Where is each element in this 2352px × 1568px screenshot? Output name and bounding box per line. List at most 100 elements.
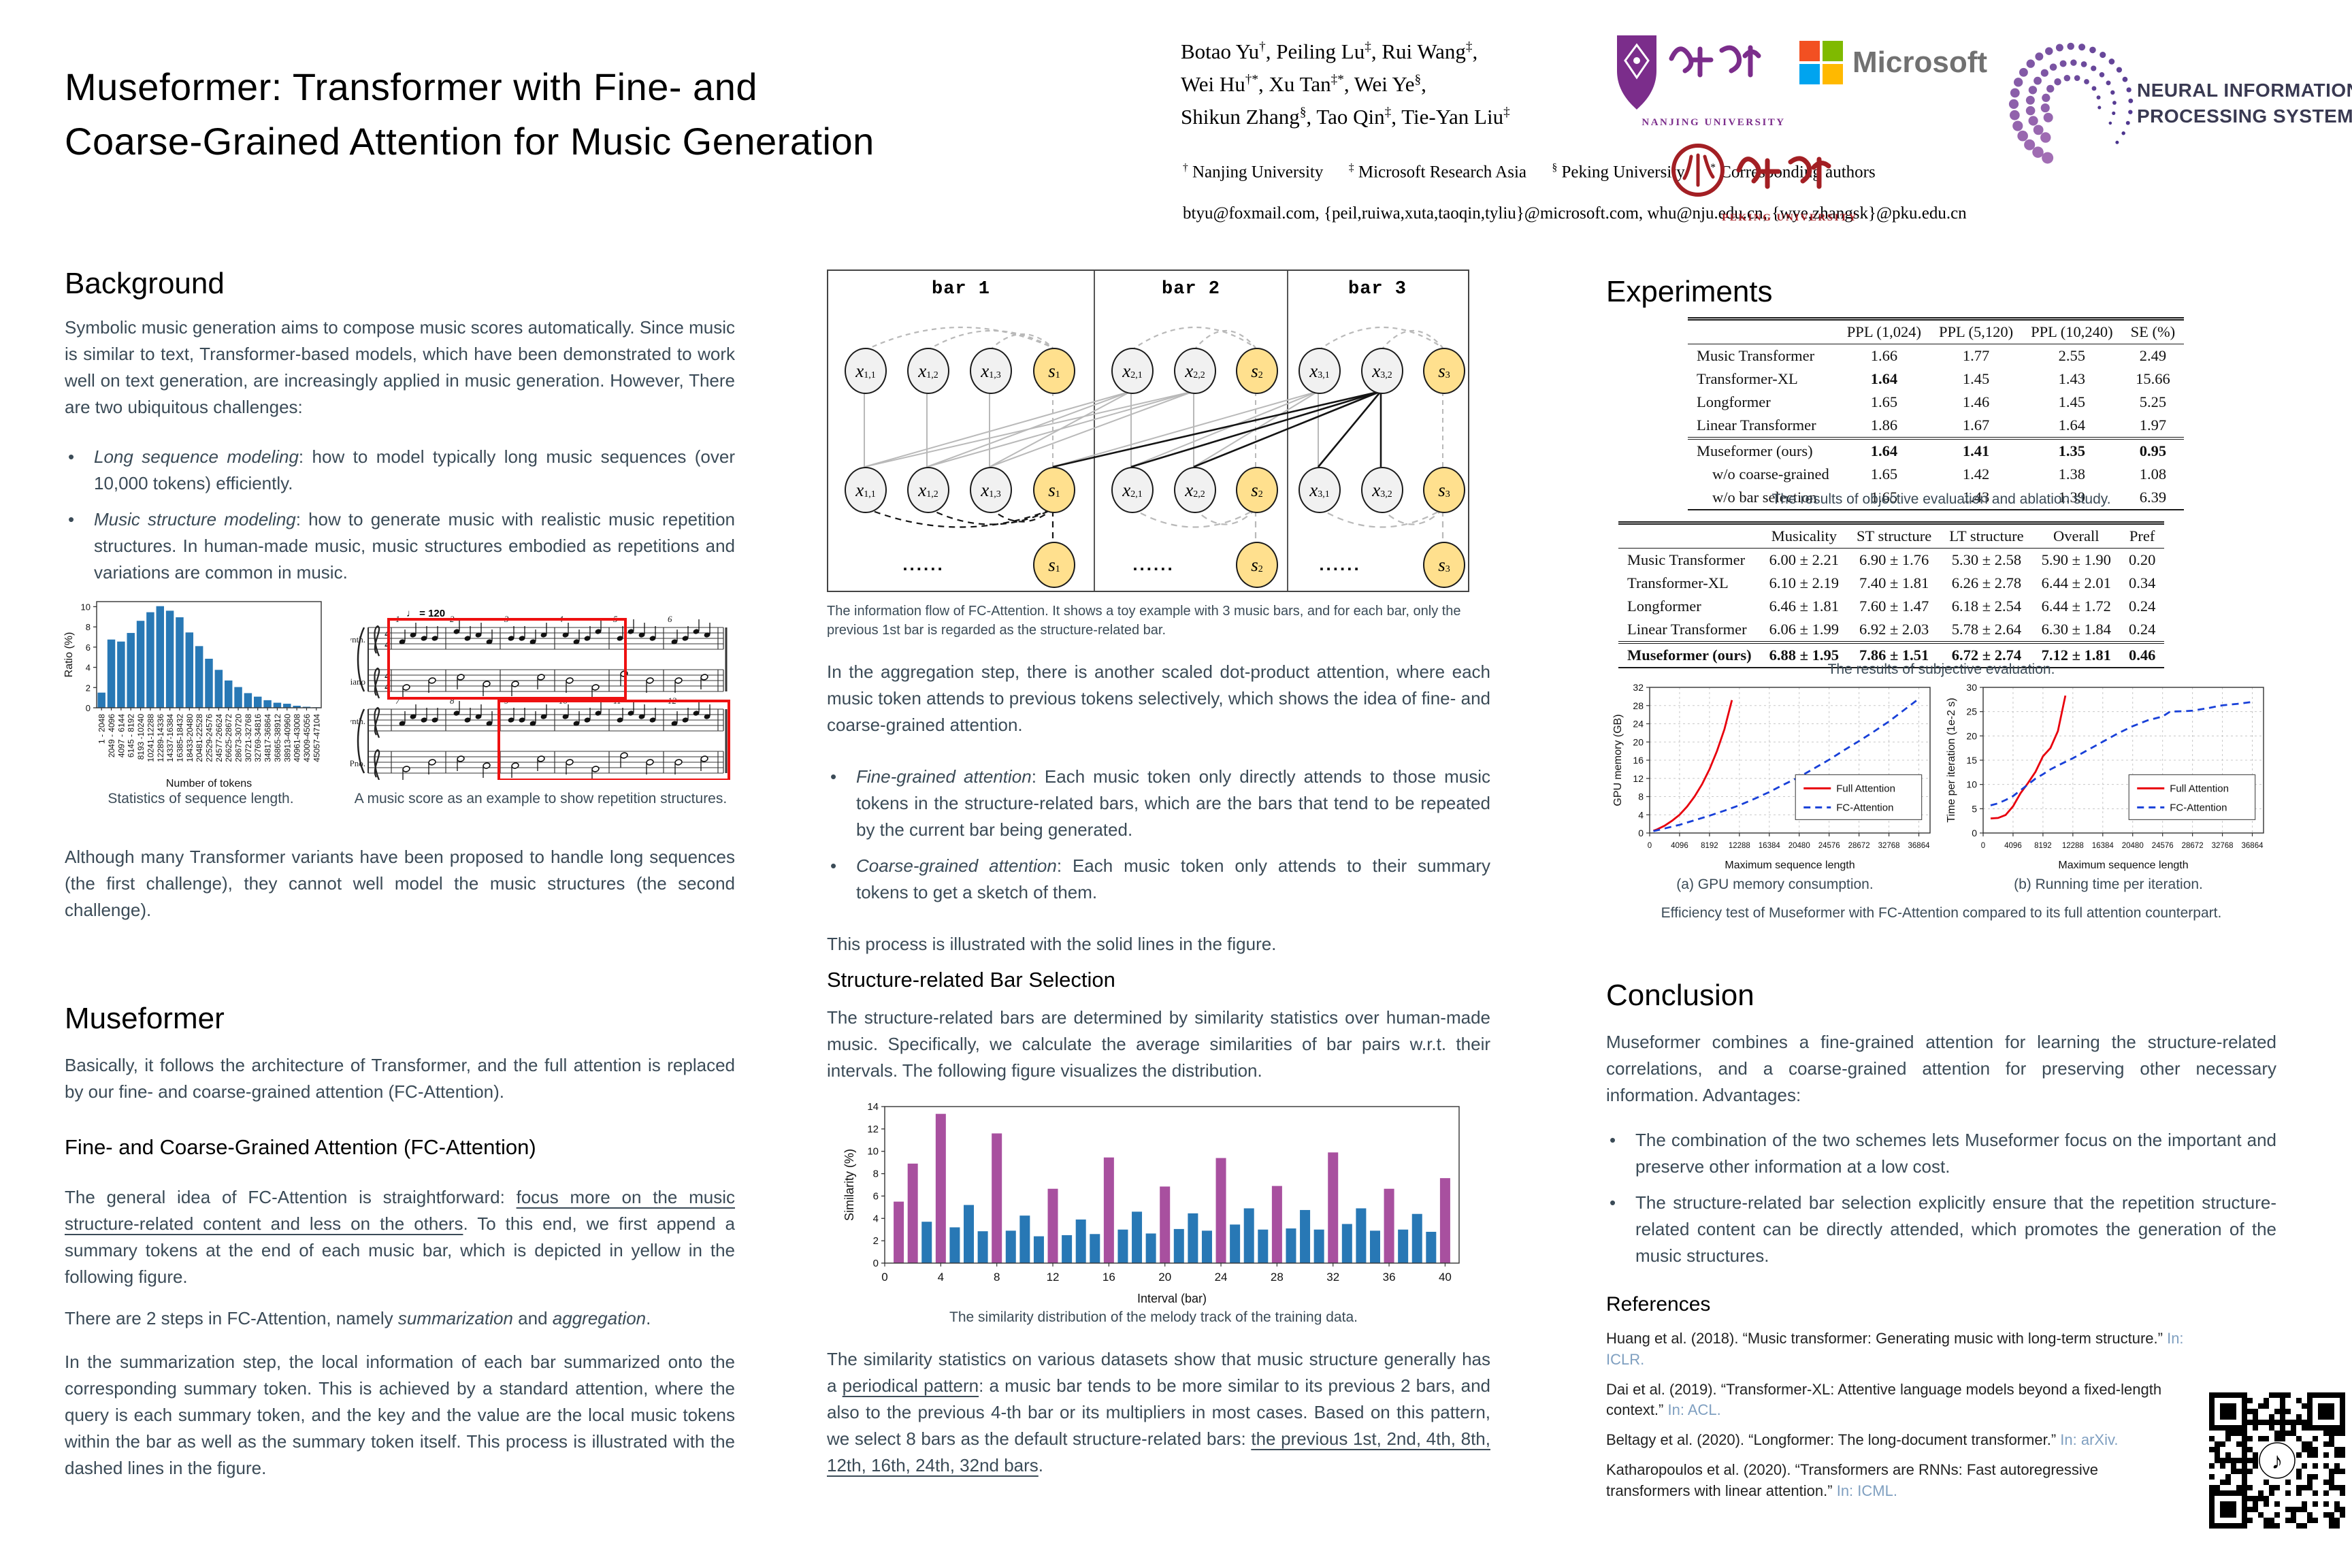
table-row: Music Transformer 1.66 1.77 2.55 2.49 xyxy=(1697,347,2167,364)
svg-text:12: 12 xyxy=(1047,1271,1060,1284)
svg-text:28672: 28672 xyxy=(1848,842,1870,850)
museformer-paragraph-1: Basically, it follows the architecture o… xyxy=(65,1055,735,1102)
svg-text:0: 0 xyxy=(1972,828,1977,838)
svg-text:8193 -10240: 8193 -10240 xyxy=(136,714,146,760)
svg-text:FC-Attention: FC-Attention xyxy=(1836,802,1893,813)
svg-text:20480: 20480 xyxy=(1788,842,1810,850)
svg-text:32: 32 xyxy=(1326,1271,1339,1284)
fc-paragraph-1: The general idea of FC-Attention is stra… xyxy=(65,1187,736,1287)
heading-experiments: Experiments xyxy=(1606,275,1773,308)
svg-text:32768: 32768 xyxy=(1878,842,1900,850)
svg-text:2: 2 xyxy=(86,683,91,693)
fc-bar-label: bar 1 xyxy=(931,279,991,299)
svg-text:16384: 16384 xyxy=(2092,842,2114,850)
svg-text:25: 25 xyxy=(1966,706,1977,717)
svg-text:FC-Attention: FC-Attention xyxy=(2170,802,2227,813)
music-token: x 2,1 xyxy=(1111,348,1154,394)
ellipsis-dots: ...... xyxy=(1319,554,1361,574)
table-header-cell: SE (%) xyxy=(2130,323,2176,340)
svg-text:8: 8 xyxy=(1638,791,1644,802)
objective-results-table: PPL (1,024) PPL (5,120) PPL (10,240) SE (%)… xyxy=(1688,317,2185,510)
similarity-caption: The similarity distribution of the melod… xyxy=(949,1309,1358,1325)
music-token: x 1,1 xyxy=(845,467,887,513)
music-score-figure: Synth.Piano4444123456Synth.Pno.789101112… xyxy=(342,602,733,783)
table-header-cell xyxy=(1688,319,1838,344)
background-bullets: • Long sequence modeling: how to model ty… xyxy=(68,444,735,595)
nanjing-university-seal-icon: NANJING UNIVERSITY xyxy=(1617,35,1784,128)
nanjing-university-logo: NANJING UNIVERSITY xyxy=(1612,30,1795,142)
poster-title-line1: Museformer: Transformer with Fine- and xyxy=(65,65,757,108)
table-header-cell: PPL (10,240) xyxy=(2031,323,2113,340)
bullet-marker-icon: • xyxy=(1610,1130,1616,1150)
heading-background: Background xyxy=(65,267,225,300)
svg-text:32: 32 xyxy=(1633,682,1644,693)
svg-text:6145 - 8192: 6145 - 8192 xyxy=(127,714,136,757)
table-row: Transformer-XL 1.64 1.45 1.43 15.66 xyxy=(1697,370,2170,387)
svg-text:Synth.: Synth. xyxy=(350,716,365,726)
neurips-swirl-icon xyxy=(2008,42,2134,164)
svg-text:18433-20480: 18433-20480 xyxy=(185,714,195,762)
author-line-1: Botao Yu†, Peiling Lu‡, Rui Wang‡, xyxy=(1181,39,1478,63)
svg-text:Number of tokens: Number of tokens xyxy=(166,778,252,789)
svg-text:4096: 4096 xyxy=(2004,842,2022,850)
music-token: x 2,2 xyxy=(1174,348,1216,394)
peking-calligraphy-icon xyxy=(1736,156,1831,189)
svg-text:8: 8 xyxy=(873,1169,879,1180)
svg-text:4097 - 6144: 4097 - 6144 xyxy=(116,714,126,757)
svg-text:Interval (bar): Interval (bar) xyxy=(1137,1292,1207,1305)
similarity-chart: 0 2 4 6 8 10 12 14 0 4 8 12 16 20 24 28 32 36 40 Similarity… xyxy=(843,1101,1467,1310)
aggregation-bullets: • Fine-grained attention: Each music toke… xyxy=(830,764,1490,915)
svg-text:24: 24 xyxy=(1633,719,1644,730)
svg-text:34817-36864: 34817-36864 xyxy=(263,714,273,762)
subcaption-b: (b) Running time per iteration. xyxy=(2014,877,2203,892)
svg-text:43009-45056: 43009-45056 xyxy=(302,714,312,762)
svg-text:32769-34816: 32769-34816 xyxy=(253,714,263,762)
svg-text:14337-16384: 14337-16384 xyxy=(165,714,175,762)
heading-museformer: Museformer xyxy=(65,1002,225,1035)
svg-text:28673-30720: 28673-30720 xyxy=(234,714,244,762)
subcaption-a: (a) GPU memory consumption. xyxy=(1676,877,1874,892)
svg-text:1 - 2048: 1 - 2048 xyxy=(97,714,107,744)
svg-text:10: 10 xyxy=(81,602,91,612)
microsoft-wordmark: Microsoft xyxy=(1852,46,1987,79)
svg-text:0: 0 xyxy=(1648,842,1652,850)
bullet-marker-icon: • xyxy=(830,855,837,876)
svg-text:45057-47104: 45057-47104 xyxy=(312,714,321,762)
background-paragraph-1: Symbolic music generation aims to compos… xyxy=(65,317,735,417)
table2-caption: The results of subjective evaluation. xyxy=(1827,662,2055,677)
svg-text:2049 - 4096: 2049 - 4096 xyxy=(107,714,116,757)
svg-text:6: 6 xyxy=(668,614,672,624)
fc-attention-figure: bar 1 x 1,1 x 1,2 x 1,3 s 1 x 1,1 x 1,2 x 1,3 s 1 s 1.....… xyxy=(827,270,1469,592)
reference-item: Beltagy et al. (2020). “Longformer: The … xyxy=(1606,1431,2119,1449)
svg-text:16384: 16384 xyxy=(1759,842,1781,850)
qr-code-icon: ♪ xyxy=(2209,1392,2345,1529)
svg-text:16: 16 xyxy=(1633,755,1644,766)
sequence-length-histogram: 0 2 4 6 8 10 1 - 2048 2049 - 4096 4097 - 6144 614… xyxy=(63,595,327,794)
table-row: Longformer 6.46 ± 1.81 7.60 ± 1.47 6.18 ± 2… xyxy=(1627,598,2156,615)
svg-text:36865-38912: 36865-38912 xyxy=(273,714,282,762)
table1-caption: The results of objective evaluation and … xyxy=(1771,491,2111,507)
neurips-logo: NEURAL INFORMATION PROCESSING SYSTEMS xyxy=(2001,23,2352,190)
bullet-item: • Coarse-grained attention: Each music to… xyxy=(830,853,1490,906)
music-token: x 3,1 xyxy=(1298,467,1341,513)
svg-text:36864: 36864 xyxy=(1908,842,1931,850)
heading-bar-selection: Structure-related Bar Selection xyxy=(827,968,1115,992)
table-row: Museformer (ours) 6.88 ± 1.95 7.86 ± 1.51 6… xyxy=(1618,642,2165,668)
svg-text:12288: 12288 xyxy=(2062,842,2084,850)
svg-text:PEKING UNIVERSITY: PEKING UNIVERSITY xyxy=(1722,212,1858,223)
music-token: x 1,3 xyxy=(970,467,1012,513)
svg-text:20: 20 xyxy=(1158,1271,1171,1284)
svg-text:0: 0 xyxy=(1638,828,1644,838)
table-header-cell: PPL (1,024) xyxy=(1846,323,1921,340)
svg-text:40: 40 xyxy=(1439,1271,1452,1284)
svg-text:4: 4 xyxy=(873,1213,879,1224)
neurips-wordmark: NEURAL INFORMATION PROCESSING SYSTEMS xyxy=(2137,80,2352,127)
bullet-item: • Fine-grained attention: Each music toke… xyxy=(830,764,1490,843)
